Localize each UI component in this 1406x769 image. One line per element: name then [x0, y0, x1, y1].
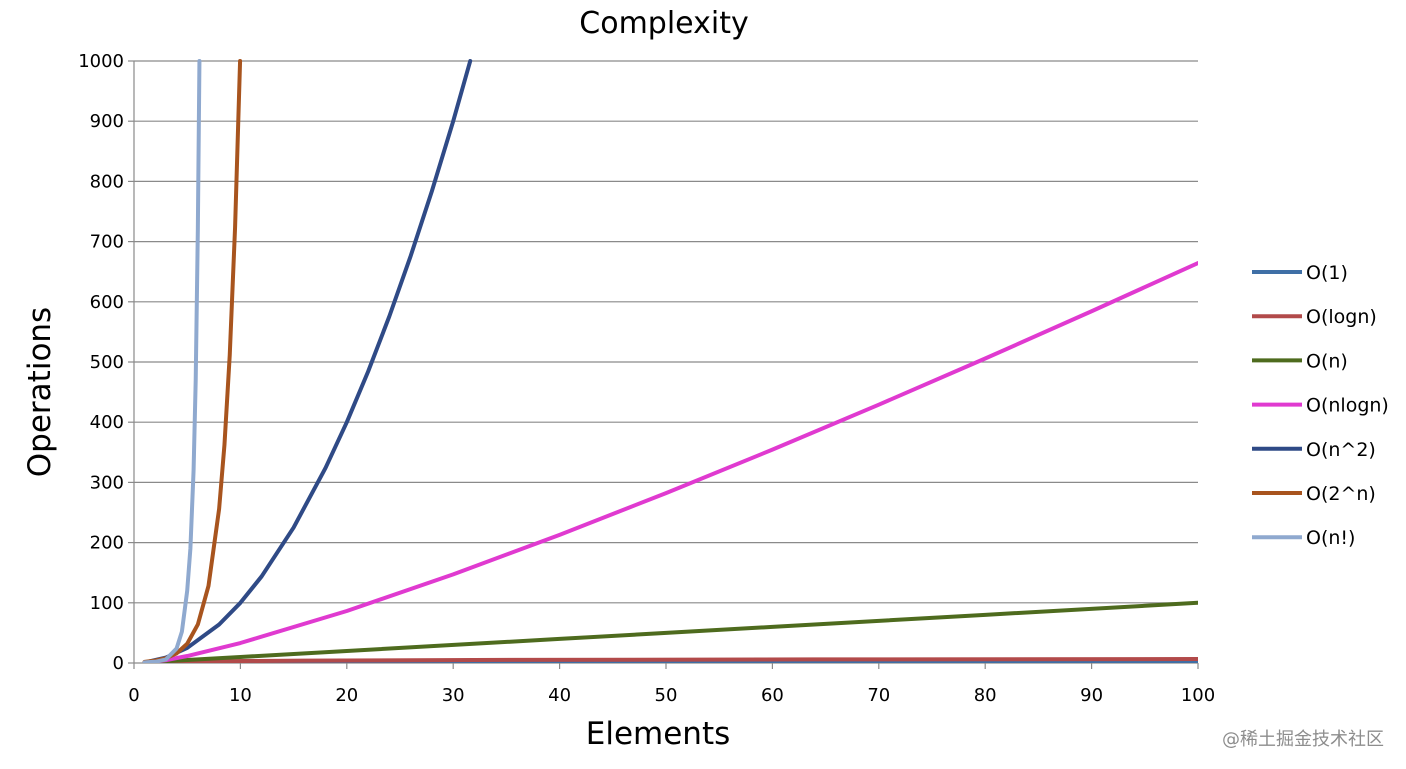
- gridlines: [134, 60, 1198, 604]
- series-lines: [142, 59, 1198, 663]
- legend-label: O(logn): [1306, 306, 1377, 328]
- y-tick-label: 700: [90, 232, 124, 253]
- y-tick-label: 800: [90, 171, 124, 192]
- x-tick-label: 80: [974, 685, 997, 706]
- x-axis-ticks: 0 10 20 30 40 50 60 70 80 90 100: [128, 663, 1215, 706]
- series-line-o-n: [142, 600, 1198, 663]
- x-tick-label: 10: [229, 685, 252, 706]
- x-tick-label: 50: [655, 685, 678, 706]
- chart-title: Complexity: [579, 6, 748, 41]
- series-line-o-n-2: [142, 59, 473, 663]
- legend-label: O(n!): [1306, 527, 1355, 549]
- x-tick-label: 100: [1181, 685, 1215, 706]
- series-line-o-nlogn: [142, 261, 1198, 663]
- legend: O(1) O(logn) O(n) O(nlogn) O(n^2) O(2^n) O(n!): [1252, 262, 1389, 549]
- x-tick-label: 40: [548, 685, 571, 706]
- x-tick-label: 30: [442, 685, 465, 706]
- x-tick-label: 60: [761, 685, 784, 706]
- x-tick-label: 20: [335, 685, 358, 706]
- y-tick-label: 200: [90, 533, 124, 554]
- x-axis-label: Elements: [586, 716, 731, 752]
- legend-label: O(nlogn): [1306, 395, 1389, 417]
- legend-label: O(n): [1306, 350, 1348, 372]
- legend-label: O(2^n): [1306, 483, 1376, 505]
- watermark: @稀土掘金技术社区: [1222, 729, 1384, 750]
- y-tick-label: 0: [113, 653, 124, 674]
- y-tick-label: 600: [90, 292, 124, 313]
- legend-label: O(n^2): [1306, 439, 1376, 461]
- series-line-o-n: [142, 59, 202, 663]
- x-tick-label: 90: [1080, 685, 1103, 706]
- x-tick-label: 70: [867, 685, 890, 706]
- legend-label: O(1): [1306, 262, 1348, 284]
- x-tick-label: 0: [128, 685, 139, 706]
- y-tick-label: 300: [90, 472, 124, 493]
- y-tick-label: 1000: [78, 51, 124, 72]
- y-tick-label: 900: [90, 111, 124, 132]
- y-tick-label: 400: [90, 412, 124, 433]
- y-tick-label: 500: [90, 352, 124, 373]
- y-axis-ticks: 0 100 200 300 400 500 600 700 800 900 1000: [78, 51, 134, 674]
- y-axis-label: Operations: [22, 307, 58, 477]
- y-tick-label: 100: [90, 593, 124, 614]
